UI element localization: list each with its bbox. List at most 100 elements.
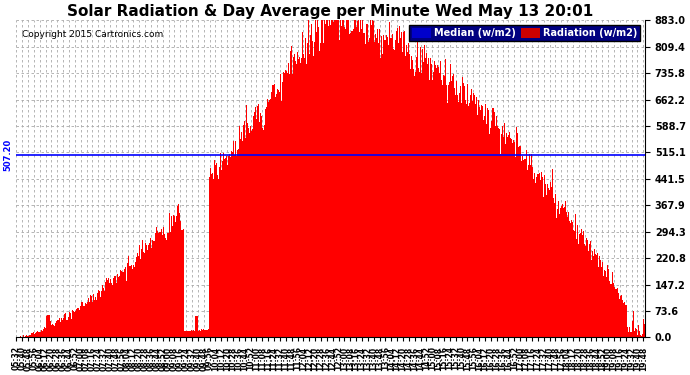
Bar xyxy=(491,121,492,338)
Bar xyxy=(446,76,447,338)
Bar xyxy=(400,38,401,338)
Bar xyxy=(629,327,630,338)
Bar xyxy=(48,315,49,338)
Bar xyxy=(135,262,136,338)
Bar xyxy=(633,311,634,338)
Bar xyxy=(216,163,217,338)
Bar xyxy=(245,138,246,338)
Bar xyxy=(115,276,116,338)
Bar xyxy=(374,42,375,338)
Bar xyxy=(137,253,138,338)
Bar xyxy=(148,245,149,338)
Bar xyxy=(117,273,118,338)
Bar xyxy=(357,21,358,338)
Bar xyxy=(256,119,257,338)
Bar xyxy=(501,134,502,338)
Bar xyxy=(598,267,599,338)
Bar xyxy=(289,74,290,338)
Bar xyxy=(110,279,111,338)
Bar xyxy=(36,333,37,338)
Bar xyxy=(524,159,525,338)
Bar xyxy=(128,264,130,338)
Bar xyxy=(311,24,312,338)
Bar xyxy=(565,201,566,338)
Bar xyxy=(280,74,281,338)
Bar xyxy=(386,44,387,338)
Bar xyxy=(295,61,296,338)
Bar xyxy=(492,108,493,338)
Bar xyxy=(433,72,434,338)
Bar xyxy=(588,251,589,338)
Bar xyxy=(81,303,82,338)
Bar xyxy=(453,74,454,338)
Bar xyxy=(118,276,119,338)
Bar xyxy=(276,94,277,338)
Bar xyxy=(250,126,251,338)
Bar xyxy=(226,156,227,338)
Bar xyxy=(294,54,295,338)
Bar xyxy=(514,142,515,338)
Bar xyxy=(631,332,632,338)
Bar xyxy=(268,100,269,338)
Bar xyxy=(505,144,506,338)
Bar xyxy=(119,276,120,338)
Bar xyxy=(201,329,202,338)
Bar xyxy=(337,20,338,338)
Bar xyxy=(213,179,214,338)
Bar xyxy=(576,239,577,338)
Bar xyxy=(101,297,102,338)
Bar xyxy=(231,151,232,338)
Bar xyxy=(406,45,407,338)
Bar xyxy=(130,266,131,338)
Bar xyxy=(339,34,340,338)
Bar xyxy=(380,58,381,338)
Bar xyxy=(567,217,568,338)
Bar xyxy=(608,274,609,338)
Bar xyxy=(532,167,533,338)
Bar xyxy=(155,233,156,338)
Bar xyxy=(558,201,559,338)
Bar xyxy=(167,238,168,338)
Bar xyxy=(382,54,383,338)
Bar xyxy=(626,305,627,338)
Bar xyxy=(242,141,243,338)
Bar xyxy=(395,40,396,338)
Bar xyxy=(111,283,112,338)
Bar xyxy=(466,104,467,338)
Bar xyxy=(100,297,101,338)
Bar xyxy=(173,215,174,338)
Bar xyxy=(418,68,419,338)
Bar xyxy=(249,134,250,338)
Bar xyxy=(225,157,226,338)
Bar xyxy=(371,25,372,338)
Bar xyxy=(515,157,516,338)
Bar xyxy=(435,51,436,338)
Bar xyxy=(536,177,537,338)
Bar xyxy=(214,166,215,338)
Bar xyxy=(571,220,572,338)
Bar xyxy=(389,22,390,338)
Bar xyxy=(503,136,504,338)
Bar xyxy=(641,326,642,338)
Bar xyxy=(284,73,285,338)
Bar xyxy=(160,232,161,338)
Bar xyxy=(603,276,604,338)
Bar xyxy=(531,170,532,338)
Bar xyxy=(133,265,134,338)
Bar xyxy=(61,318,62,338)
Bar xyxy=(454,88,455,338)
Bar xyxy=(240,139,241,338)
Bar xyxy=(431,64,432,338)
Bar xyxy=(639,331,640,338)
Bar xyxy=(25,336,26,338)
Bar xyxy=(142,240,143,338)
Bar xyxy=(98,290,99,338)
Bar xyxy=(104,291,105,338)
Bar xyxy=(107,294,108,338)
Bar xyxy=(70,313,71,338)
Bar xyxy=(369,38,370,338)
Bar xyxy=(39,332,40,338)
Text: 507.20: 507.20 xyxy=(3,139,12,171)
Bar xyxy=(277,89,278,338)
Bar xyxy=(174,216,175,338)
